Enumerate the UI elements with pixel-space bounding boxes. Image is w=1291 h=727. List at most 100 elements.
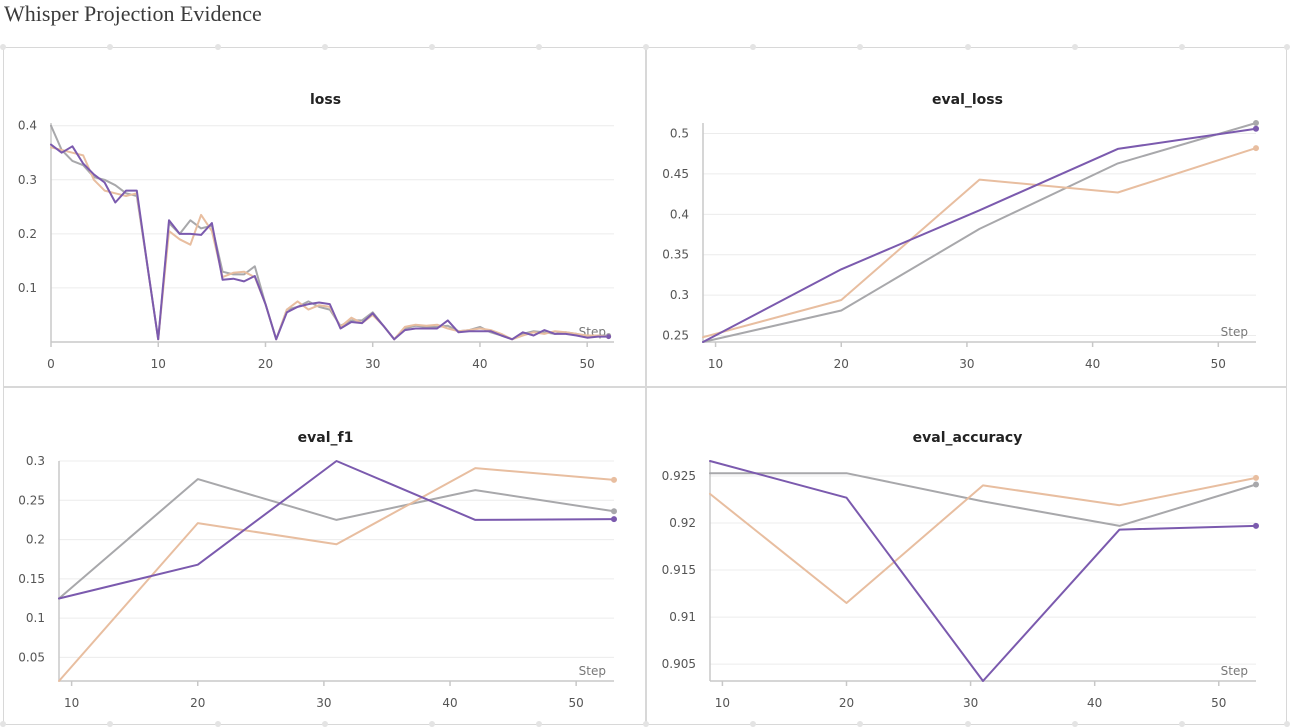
- series-line-2[interactable]: [710, 478, 1256, 603]
- resize-handle[interactable]: [429, 721, 435, 727]
- y-tick-label: 0.35: [662, 248, 689, 262]
- resize-handle[interactable]: [857, 44, 863, 50]
- y-tick-label: 0.925: [662, 469, 696, 483]
- x-tick-label: 50: [1211, 357, 1226, 371]
- x-tick-label: 10: [715, 696, 730, 710]
- x-tick-label: 50: [580, 357, 595, 371]
- series-end-point-2[interactable]: [611, 477, 617, 483]
- resize-handle[interactable]: [0, 721, 6, 727]
- x-tick-label: 40: [472, 357, 487, 371]
- resize-handle[interactable]: [1284, 721, 1290, 727]
- chart-svg: eval_accuracy 0.905 0.91 0.915 0.92 0.925 10 20…: [647, 388, 1288, 726]
- resize-handle[interactable]: [857, 721, 863, 727]
- resize-handle[interactable]: [215, 721, 221, 727]
- y-tick-label: 0.15: [18, 572, 45, 586]
- y-tick-label: 0.3: [18, 173, 37, 187]
- y-tick-label: 0.3: [26, 454, 45, 468]
- series-end-point-1[interactable]: [1253, 120, 1259, 126]
- series-line-1[interactable]: [703, 123, 1256, 342]
- resize-handle[interactable]: [322, 44, 328, 50]
- chart-title: eval_accuracy: [913, 430, 1023, 446]
- chart-panel-eval-loss[interactable]: eval_loss 0.25 0.3 0.35 0.4 0.45 0.5 10 20 30 40 50…: [646, 47, 1287, 387]
- resize-handle[interactable]: [965, 721, 971, 727]
- x-tick-label: 40: [442, 696, 457, 710]
- chart-panel-loss[interactable]: loss 0.1 0.2 0.3 0.4 0 10 20 30 40 50 Step: [3, 47, 646, 387]
- y-tick-label: 0.915: [662, 563, 696, 577]
- x-tick-label: 30: [959, 357, 974, 371]
- resize-handle[interactable]: [0, 44, 6, 50]
- y-tick-label: 0.1: [26, 611, 45, 625]
- resize-handle[interactable]: [965, 44, 971, 50]
- y-tick-label: 0.1: [18, 281, 37, 295]
- page-title: Whisper Projection Evidence: [4, 1, 262, 27]
- resize-handle[interactable]: [1284, 44, 1290, 50]
- resize-handle[interactable]: [536, 44, 542, 50]
- y-tick-label: 0.2: [26, 533, 45, 547]
- x-tick-label: 30: [963, 696, 978, 710]
- y-tick-label: 0.2: [18, 227, 37, 241]
- x-tick-label: 40: [1087, 696, 1102, 710]
- y-tick-label: 0.4: [670, 207, 689, 221]
- resize-handle[interactable]: [643, 44, 649, 50]
- y-tick-label: 0.5: [670, 127, 689, 141]
- series-line-1[interactable]: [59, 479, 614, 598]
- x-tick-label: 10: [151, 357, 166, 371]
- x-tick-label: 20: [258, 357, 273, 371]
- x-tick-label: 50: [569, 696, 584, 710]
- x-axis-label: Step: [1221, 325, 1248, 339]
- y-tick-label: 0.92: [669, 516, 696, 530]
- chart-svg: eval_loss 0.25 0.3 0.35 0.4 0.45 0.5 10 20 30 40 50…: [647, 48, 1288, 388]
- chart-title: eval_loss: [932, 92, 1003, 108]
- resize-handle[interactable]: [750, 44, 756, 50]
- resize-handle[interactable]: [107, 721, 113, 727]
- y-tick-label: 0.25: [662, 329, 689, 343]
- resize-handle[interactable]: [429, 44, 435, 50]
- x-tick-label: 30: [365, 357, 380, 371]
- chart-svg: eval_f1 0.05 0.1 0.15 0.2 0.25 0.3 10 20 30 40 50 St…: [4, 388, 647, 726]
- x-tick-label: 20: [190, 696, 205, 710]
- y-tick-label: 0.4: [18, 119, 37, 133]
- x-tick-label: 0: [47, 357, 55, 371]
- y-tick-label: 0.905: [662, 657, 696, 671]
- resize-handle[interactable]: [1072, 721, 1078, 727]
- series-end-point-2[interactable]: [1253, 475, 1259, 481]
- chart-panel-eval-accuracy[interactable]: eval_accuracy 0.905 0.91 0.915 0.92 0.925 10 20…: [646, 387, 1287, 725]
- x-tick-label: 50: [1211, 696, 1226, 710]
- x-axis-label: Step: [1221, 664, 1248, 678]
- y-tick-label: 0.25: [18, 493, 45, 507]
- resize-handle[interactable]: [1179, 721, 1185, 727]
- series-line-2[interactable]: [703, 148, 1256, 337]
- chart-title: eval_f1: [298, 430, 354, 446]
- series-end-point-3[interactable]: [1253, 523, 1259, 529]
- series-line-1[interactable]: [710, 473, 1256, 526]
- series-end-point-2[interactable]: [1253, 145, 1259, 151]
- resize-handle[interactable]: [1179, 44, 1185, 50]
- y-tick-label: 0.3: [670, 288, 689, 302]
- series-end-point-3[interactable]: [611, 516, 617, 522]
- resize-handle[interactable]: [1072, 44, 1078, 50]
- chart-title: loss: [310, 92, 341, 108]
- resize-handle[interactable]: [107, 44, 113, 50]
- x-tick-label: 10: [708, 357, 723, 371]
- series-line-3[interactable]: [59, 461, 614, 599]
- x-tick-label: 20: [839, 696, 854, 710]
- resize-handle[interactable]: [643, 721, 649, 727]
- series-end-point-1[interactable]: [1253, 482, 1259, 488]
- resize-handle[interactable]: [750, 721, 756, 727]
- y-tick-label: 0.05: [18, 650, 45, 664]
- chart-panel-eval-f1[interactable]: eval_f1 0.05 0.1 0.15 0.2 0.25 0.3 10 20 30 40 50 St…: [3, 387, 646, 725]
- y-tick-label: 0.45: [662, 167, 689, 181]
- series-end-point-3[interactable]: [606, 334, 611, 339]
- series-end-point-1[interactable]: [611, 508, 617, 514]
- x-tick-label: 10: [64, 696, 79, 710]
- series-end-point-3[interactable]: [1253, 126, 1259, 132]
- resize-handle[interactable]: [215, 44, 221, 50]
- resize-handle[interactable]: [536, 721, 542, 727]
- series-line-3[interactable]: [703, 129, 1256, 342]
- x-axis-label: Step: [579, 664, 606, 678]
- x-tick-label: 30: [316, 696, 331, 710]
- resize-handle[interactable]: [322, 721, 328, 727]
- x-tick-label: 20: [834, 357, 849, 371]
- x-tick-label: 40: [1085, 357, 1100, 371]
